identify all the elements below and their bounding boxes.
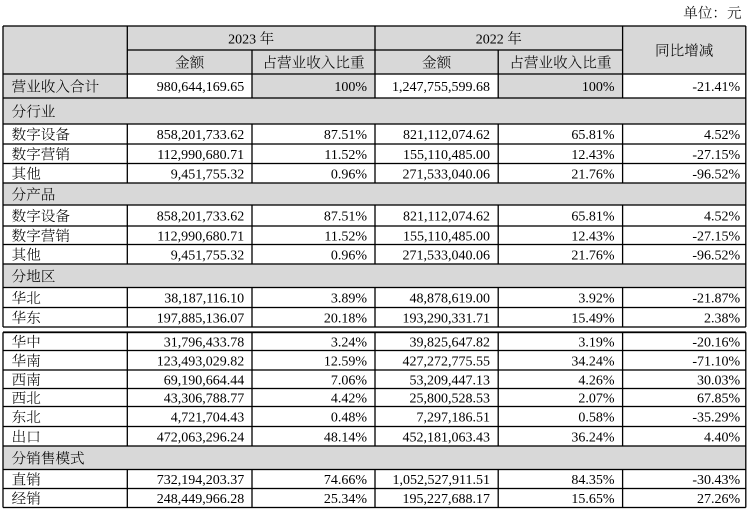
- svg-text:3.92%: 3.92%: [578, 292, 615, 307]
- svg-text:427,272,775.55: 427,272,775.55: [403, 354, 491, 369]
- svg-text:84.35%: 84.35%: [571, 473, 615, 488]
- svg-text:195,227,688.17: 195,227,688.17: [403, 492, 491, 507]
- svg-text:25.34%: 25.34%: [324, 492, 368, 507]
- svg-text:-35.29%: -35.29%: [692, 411, 740, 426]
- svg-text:858,201,733.62: 858,201,733.62: [157, 128, 245, 143]
- svg-text:1,247,755,599.68: 1,247,755,599.68: [392, 80, 490, 95]
- svg-text:112,990,680.71: 112,990,680.71: [157, 148, 244, 163]
- svg-text:155,110,485.00: 155,110,485.00: [403, 229, 490, 244]
- svg-text:858,201,733.62: 858,201,733.62: [157, 210, 245, 225]
- svg-text:65.81%: 65.81%: [571, 210, 615, 225]
- svg-text:67.85%: 67.85%: [697, 392, 741, 407]
- svg-text:36.24%: 36.24%: [571, 430, 615, 445]
- svg-text:4.52%: 4.52%: [704, 128, 741, 143]
- svg-text:100%: 100%: [334, 80, 367, 95]
- svg-text:4.40%: 4.40%: [704, 430, 741, 445]
- svg-text:100%: 100%: [582, 80, 615, 95]
- svg-text:1,052,527,911.51: 1,052,527,911.51: [393, 473, 490, 488]
- svg-text:12.43%: 12.43%: [571, 148, 615, 163]
- svg-text:732,194,203.37: 732,194,203.37: [157, 473, 245, 488]
- svg-text:-21.87%: -21.87%: [692, 292, 740, 307]
- svg-text:-20.16%: -20.16%: [692, 335, 740, 350]
- svg-text:15.65%: 15.65%: [571, 492, 615, 507]
- svg-text:34.24%: 34.24%: [571, 354, 615, 369]
- svg-text:3.19%: 3.19%: [578, 335, 615, 350]
- svg-text:4.52%: 4.52%: [704, 210, 741, 225]
- svg-text:4,721,704.43: 4,721,704.43: [171, 411, 245, 426]
- svg-text:39,825,647.82: 39,825,647.82: [410, 335, 491, 350]
- svg-text:-21.41%: -21.41%: [692, 80, 740, 95]
- svg-text:-96.52%: -96.52%: [692, 167, 740, 182]
- svg-text:472,063,296.24: 472,063,296.24: [157, 430, 245, 445]
- svg-text:12.59%: 12.59%: [324, 354, 368, 369]
- svg-text:0.48%: 0.48%: [331, 411, 368, 426]
- svg-text:193,290,331.71: 193,290,331.71: [403, 311, 491, 326]
- svg-text:30.03%: 30.03%: [697, 373, 741, 388]
- svg-text:31,796,433.78: 31,796,433.78: [164, 335, 245, 350]
- svg-text:48.14%: 48.14%: [324, 430, 368, 445]
- svg-text:155,110,485.00: 155,110,485.00: [403, 148, 490, 163]
- svg-text:20.18%: 20.18%: [324, 311, 368, 326]
- svg-text:821,112,074.62: 821,112,074.62: [403, 128, 490, 143]
- svg-text:27.26%: 27.26%: [697, 492, 741, 507]
- svg-text:43,306,788.77: 43,306,788.77: [164, 392, 245, 407]
- svg-text:11.52%: 11.52%: [324, 229, 367, 244]
- svg-text:53,209,447.13: 53,209,447.13: [410, 373, 491, 388]
- svg-text:21.76%: 21.76%: [571, 167, 615, 182]
- svg-text:25,800,528.53: 25,800,528.53: [410, 392, 491, 407]
- svg-text:2022: 2022: [476, 33, 504, 48]
- svg-text:0.96%: 0.96%: [331, 248, 368, 263]
- svg-text:0.58%: 0.58%: [578, 411, 615, 426]
- svg-text:12.43%: 12.43%: [571, 229, 615, 244]
- svg-text:248,449,966.28: 248,449,966.28: [157, 492, 245, 507]
- svg-text:-96.52%: -96.52%: [692, 248, 740, 263]
- svg-text:9,451,755.32: 9,451,755.32: [171, 167, 245, 182]
- svg-text:0.96%: 0.96%: [331, 167, 368, 182]
- svg-text:4.42%: 4.42%: [331, 392, 368, 407]
- svg-text:2023: 2023: [228, 33, 256, 48]
- svg-text:2.38%: 2.38%: [704, 311, 741, 326]
- svg-text:2.07%: 2.07%: [578, 392, 615, 407]
- svg-text:3.24%: 3.24%: [331, 335, 368, 350]
- svg-text:87.51%: 87.51%: [324, 128, 368, 143]
- svg-text:38,187,116.10: 38,187,116.10: [164, 292, 244, 307]
- svg-text:11.52%: 11.52%: [324, 148, 367, 163]
- svg-text:69,190,664.44: 69,190,664.44: [164, 373, 245, 388]
- svg-text:9,451,755.32: 9,451,755.32: [171, 248, 245, 263]
- svg-text:-27.15%: -27.15%: [692, 148, 740, 163]
- svg-text:271,533,040.06: 271,533,040.06: [403, 167, 491, 182]
- svg-text:452,181,063.43: 452,181,063.43: [403, 430, 491, 445]
- svg-text:21.76%: 21.76%: [571, 248, 615, 263]
- svg-text:7.06%: 7.06%: [331, 373, 368, 388]
- svg-text:821,112,074.62: 821,112,074.62: [403, 210, 490, 225]
- svg-text:74.66%: 74.66%: [324, 473, 368, 488]
- svg-text:112,990,680.71: 112,990,680.71: [157, 229, 244, 244]
- svg-text:87.51%: 87.51%: [324, 210, 368, 225]
- svg-text:123,493,029.82: 123,493,029.82: [157, 354, 245, 369]
- svg-text:48,878,619.00: 48,878,619.00: [410, 292, 491, 307]
- svg-text:-27.15%: -27.15%: [692, 229, 740, 244]
- svg-text:4.26%: 4.26%: [578, 373, 615, 388]
- svg-text:15.49%: 15.49%: [571, 311, 615, 326]
- svg-text:271,533,040.06: 271,533,040.06: [403, 248, 491, 263]
- svg-text:7,297,186.51: 7,297,186.51: [417, 411, 491, 426]
- svg-text:197,885,136.07: 197,885,136.07: [157, 311, 245, 326]
- svg-text:3.89%: 3.89%: [331, 292, 368, 307]
- svg-text:-30.43%: -30.43%: [692, 473, 740, 488]
- svg-text:-71.10%: -71.10%: [692, 354, 740, 369]
- svg-text:65.81%: 65.81%: [571, 128, 615, 143]
- svg-text:980,644,169.65: 980,644,169.65: [157, 80, 245, 95]
